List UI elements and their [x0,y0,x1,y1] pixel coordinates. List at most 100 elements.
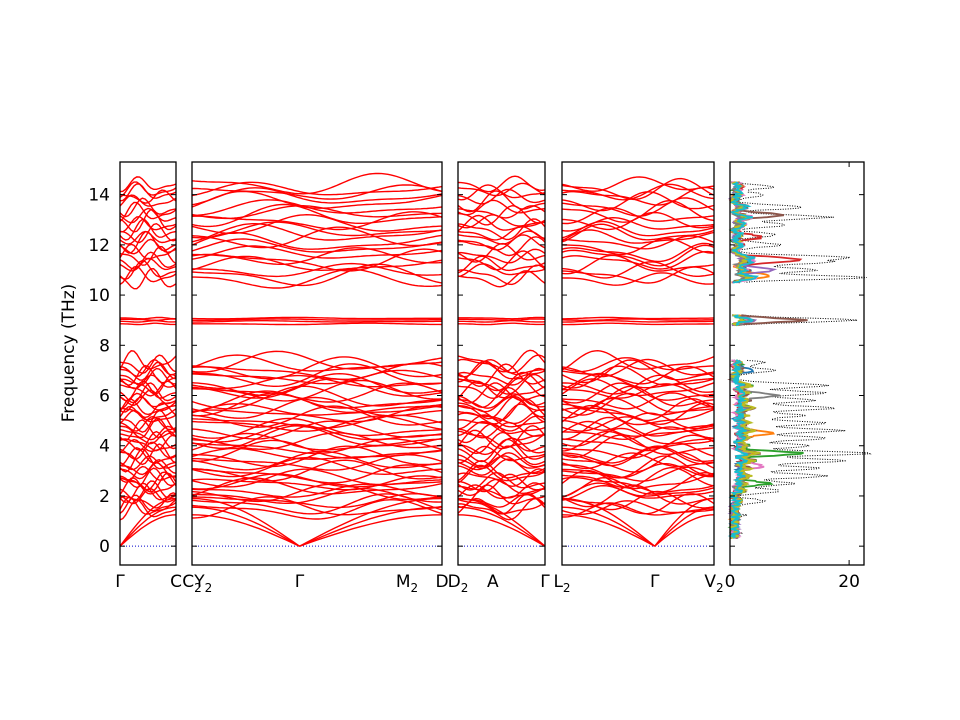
band-line [191,245,443,260]
band-line [561,378,715,397]
band-line [119,367,176,387]
kpoint-label: C2 [182,572,202,595]
y-tick-label: 6 [99,387,110,407]
band-line [191,415,443,432]
band-line [457,420,546,437]
dos-partial-curve [727,359,749,539]
band-line [561,191,715,212]
band-line [191,211,443,231]
acoustic-branch [654,497,715,547]
kpoint-label: C [170,572,182,592]
band-line [119,396,177,413]
band-line [191,439,443,462]
band-line [457,421,546,439]
band-line [119,358,177,378]
band-line [561,463,715,479]
band-line [561,471,715,493]
band-line [458,482,546,499]
band-line [191,420,443,440]
dos-x-tick-label: 0 [725,572,736,592]
band-line [191,205,443,220]
band-line [457,386,546,409]
frame-layer [119,161,865,566]
acoustic-branch [457,514,546,547]
band-line [119,374,177,390]
band-line [191,203,443,228]
acoustic-branch [119,514,177,547]
band-line [120,316,177,320]
band-line [191,498,443,520]
band-line [119,430,177,451]
band-line [457,354,546,374]
band-line [562,322,714,326]
band-line [457,230,546,245]
y-tick-label: 8 [99,336,110,356]
band-line [561,484,715,508]
band-line [561,176,715,192]
band-line [561,237,715,256]
band-line [192,199,443,216]
band-line [458,316,546,320]
band-line [192,184,443,200]
acoustic-branch [654,506,715,547]
band-line [119,389,177,407]
band-panel-frame-1 [191,161,443,566]
band-line [457,478,546,497]
band-line [561,183,715,201]
band-line [561,197,715,217]
acoustic-branch [191,514,300,547]
band-line [191,213,443,234]
band-line [457,497,546,521]
band-line [191,378,443,399]
band-line [120,320,177,323]
acoustic-branch [299,506,443,547]
band-line [457,204,546,226]
band-line [119,373,177,395]
y-tick-label: 10 [88,286,110,306]
band-line [119,251,177,270]
band-line [119,215,177,233]
band-line [457,371,546,392]
band-line [457,414,546,430]
band-line [119,441,177,460]
band-line [561,446,715,467]
band-line [561,484,715,501]
band-line [119,267,177,290]
band-line [192,268,443,289]
band-line [191,464,443,484]
band-line [119,176,177,193]
acoustic-branch [561,506,656,547]
kpoint-label: M2 [396,572,418,595]
band-line [561,434,715,452]
band-line [561,177,715,201]
band-line [561,451,715,473]
band-line [191,403,443,416]
band-line [457,382,546,404]
band-line [457,431,546,455]
dos-layer [727,181,872,539]
band-line [119,425,177,441]
band-line [119,434,177,452]
band-line [561,445,715,464]
band-line [561,250,715,270]
y-tick-label: 4 [99,437,110,457]
band-line [457,458,546,476]
band-line [119,238,177,255]
kpoint-label: Γ [650,572,660,592]
band-line [561,223,715,243]
band-line [191,263,443,287]
band-line [119,243,177,260]
band-line [561,412,715,431]
band-line [191,172,443,195]
y-axis-label: Frequency (THz) [59,284,79,423]
band-line [562,316,715,320]
band-line [191,350,443,373]
kpoint-label: D2 [448,572,469,595]
band-line [561,372,715,390]
band-line [192,318,442,321]
band-line [457,360,546,383]
band-line [191,374,442,390]
band-line [119,265,177,285]
band-line [191,475,443,491]
band-panel-frame-0 [119,161,177,566]
